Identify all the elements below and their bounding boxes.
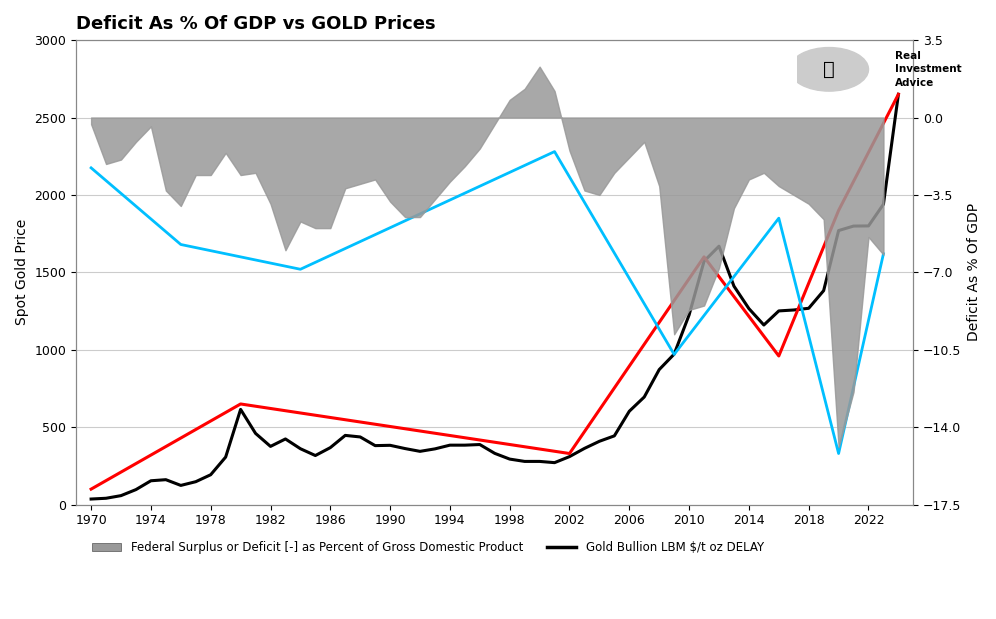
- Circle shape: [790, 48, 869, 91]
- Y-axis label: Spot Gold Price: Spot Gold Price: [15, 219, 29, 326]
- Text: Deficit As % Of GDP vs GOLD Prices: Deficit As % Of GDP vs GOLD Prices: [76, 15, 436, 33]
- Y-axis label: Deficit As % Of GDP: Deficit As % Of GDP: [967, 203, 981, 342]
- Legend: Federal Surplus or Deficit [-] as Percent of Gross Domestic Product, Gold Bullio: Federal Surplus or Deficit [-] as Percen…: [87, 537, 769, 559]
- Text: Real
Investment
Advice: Real Investment Advice: [895, 51, 962, 87]
- Text: 🦅: 🦅: [824, 60, 835, 79]
